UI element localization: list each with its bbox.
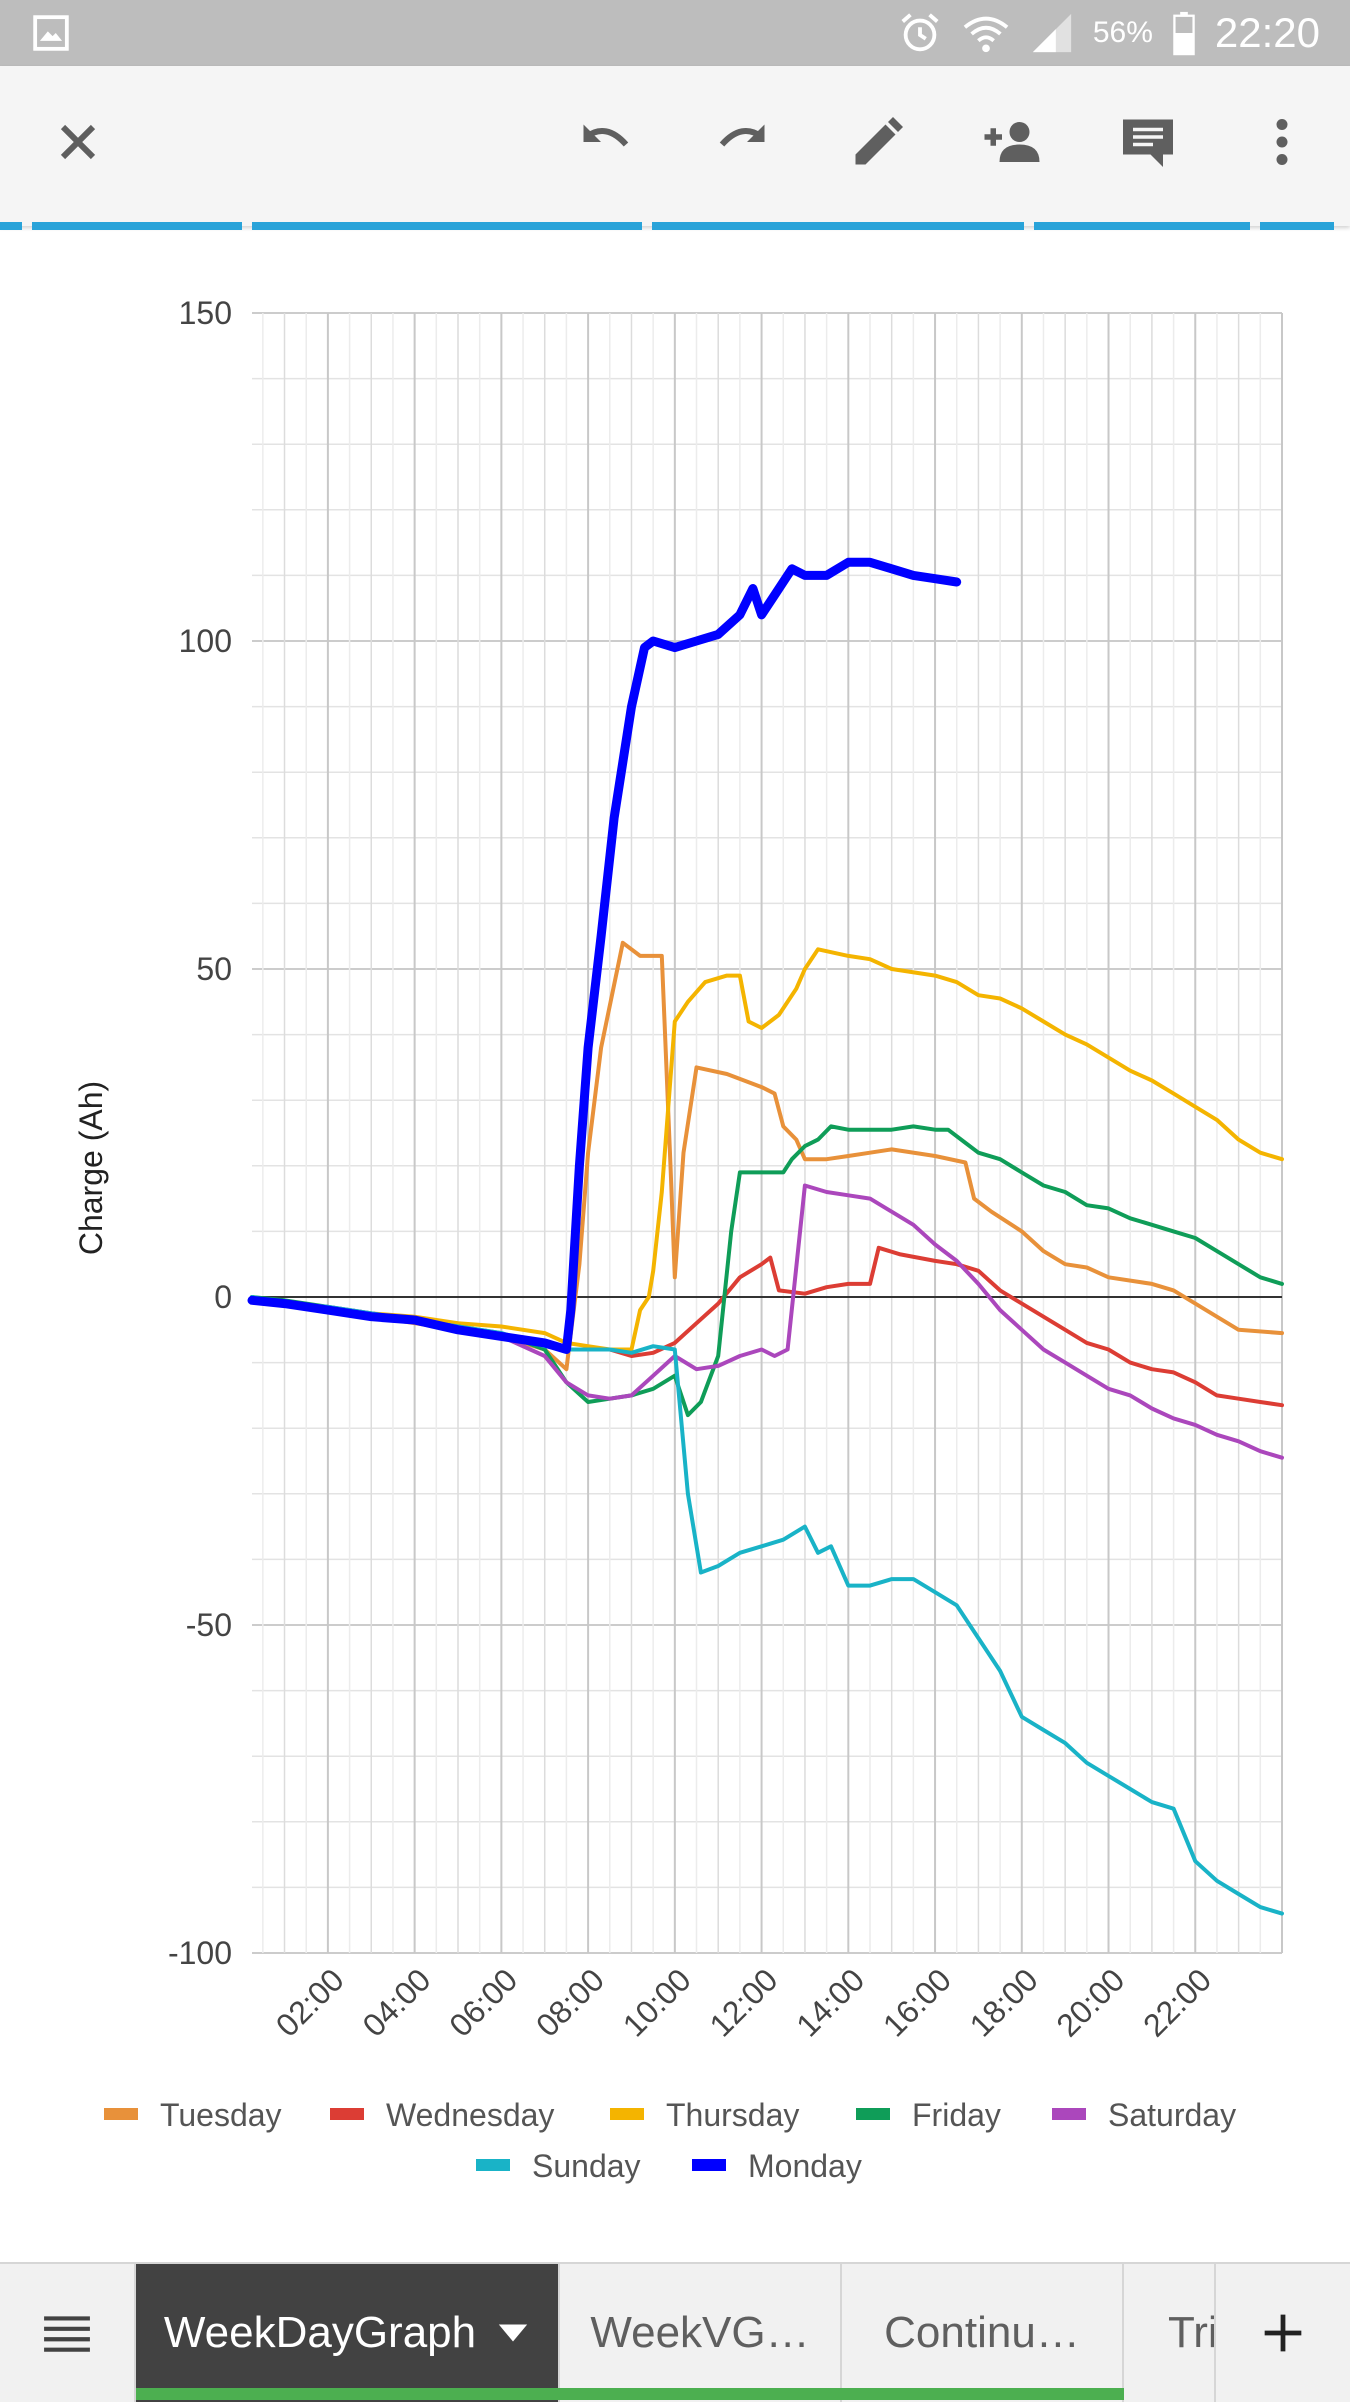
legend-label-tuesday: Tuesday bbox=[160, 2097, 282, 2133]
share-button[interactable] bbox=[972, 102, 1052, 182]
x-tick-label: 16:00 bbox=[876, 1961, 958, 2043]
y-tick-label: -100 bbox=[168, 1935, 232, 1971]
column-strip bbox=[0, 222, 22, 230]
signal-icon bbox=[1032, 13, 1072, 53]
legend-label-saturday: Saturday bbox=[1108, 2097, 1236, 2133]
edit-pencil-icon bbox=[855, 117, 903, 165]
menu-lines-icon bbox=[44, 2316, 90, 2352]
tab-label: WeekVG… bbox=[590, 2308, 810, 2357]
x-tick-label: 10:00 bbox=[616, 1961, 698, 2043]
wifi-icon bbox=[963, 16, 1009, 53]
tab-label: Tri bbox=[1168, 2308, 1216, 2357]
edit-button[interactable] bbox=[838, 102, 918, 182]
tab-weekdaygraph[interactable]: WeekDayGraph bbox=[136, 2264, 560, 2402]
editor-toolbar bbox=[0, 66, 1350, 226]
redo-button[interactable] bbox=[702, 102, 782, 182]
y-axis-label: Charge (Ah) bbox=[73, 1081, 109, 1255]
tab-continu[interactable]: Continu… bbox=[842, 2264, 1124, 2402]
tab-weekvg[interactable]: WeekVG… bbox=[560, 2264, 842, 2402]
chart-area: 150 100 50 0 -50 -100 02:00 04:00 06:00 08:00 10:0… bbox=[0, 232, 1350, 2262]
y-tick-label: 50 bbox=[196, 951, 232, 987]
legend-label-friday: Friday bbox=[912, 2097, 1001, 2133]
comment-button[interactable] bbox=[1108, 102, 1188, 182]
more-vert-icon bbox=[1276, 119, 1288, 165]
column-strip bbox=[1034, 222, 1250, 230]
series-line-wednesday bbox=[250, 1245, 1284, 1408]
legend-label-thursday: Thursday bbox=[666, 2097, 799, 2133]
close-button[interactable] bbox=[38, 102, 118, 182]
series-line-friday bbox=[250, 1124, 1284, 1418]
x-tick-label: 12:00 bbox=[702, 1961, 784, 2043]
battery-icon bbox=[1173, 11, 1195, 56]
redo-icon bbox=[719, 124, 765, 147]
undo-button[interactable] bbox=[566, 102, 646, 182]
x-tick-label: 02:00 bbox=[269, 1961, 351, 2043]
battery-percent: 56% bbox=[1092, 16, 1153, 49]
x-tick-label: 06:00 bbox=[442, 1961, 524, 2043]
tab-tri[interactable]: Tri bbox=[1124, 2264, 1216, 2402]
legend-swatch-tuesday bbox=[104, 2108, 138, 2120]
column-strip bbox=[652, 222, 1024, 230]
legend-swatch-thursday bbox=[610, 2108, 644, 2120]
y-tick-label: 100 bbox=[179, 623, 232, 659]
legend-label-monday: Monday bbox=[748, 2148, 862, 2184]
y-tick-label: 150 bbox=[179, 295, 232, 331]
y-tick-label: 0 bbox=[214, 1279, 232, 1315]
x-tick-label: 08:00 bbox=[529, 1961, 611, 2043]
series-line-tuesday bbox=[250, 940, 1284, 1372]
series-line-thursday bbox=[250, 947, 1284, 1352]
legend-swatch-friday bbox=[856, 2108, 890, 2120]
sheet-tabs-bar: WeekDayGraph WeekVG… Continu… Tri bbox=[0, 2262, 1350, 2402]
series-line-saturday bbox=[250, 1183, 1284, 1460]
add-person-icon bbox=[984, 122, 1040, 162]
more-options-button[interactable] bbox=[1242, 102, 1322, 182]
series-line-monday bbox=[247, 557, 962, 1354]
active-tab-indicator bbox=[136, 2388, 1124, 2400]
legend-swatch-sunday bbox=[476, 2159, 510, 2171]
legend-swatch-monday bbox=[692, 2159, 726, 2171]
week-day-chart: 150 100 50 0 -50 -100 02:00 04:00 06:00 08:00 10:0… bbox=[73, 295, 1284, 2184]
close-icon bbox=[60, 124, 96, 160]
x-tick-label: 22:00 bbox=[1136, 1961, 1218, 2043]
add-sheet-icon bbox=[1264, 2314, 1302, 2352]
column-strip bbox=[1260, 222, 1334, 230]
x-tick-label: 04:00 bbox=[356, 1961, 438, 2043]
x-tick-label: 20:00 bbox=[1049, 1961, 1131, 2043]
legend-label-sunday: Sunday bbox=[532, 2148, 641, 2184]
column-strip bbox=[252, 222, 642, 230]
sheet-menu-button[interactable] bbox=[0, 2264, 136, 2402]
status-bar: 56% 22:20 bbox=[0, 0, 1350, 66]
undo-icon bbox=[583, 124, 629, 147]
x-tick-label: 18:00 bbox=[963, 1961, 1045, 2043]
legend-label-wednesday: Wednesday bbox=[386, 2097, 554, 2133]
chevron-down-icon bbox=[498, 2324, 528, 2342]
clock: 22:20 bbox=[1214, 9, 1320, 56]
gallery-icon bbox=[33, 15, 69, 51]
column-strip bbox=[32, 222, 242, 230]
x-tick-label: 14:00 bbox=[789, 1961, 871, 2043]
legend-swatch-saturday bbox=[1052, 2108, 1086, 2120]
alarm-icon bbox=[901, 13, 939, 52]
y-tick-label: -50 bbox=[186, 1607, 232, 1643]
tab-label: WeekDayGraph bbox=[163, 2308, 477, 2357]
add-sheet-button[interactable] bbox=[1216, 2264, 1350, 2402]
comment-icon bbox=[1123, 119, 1173, 167]
tab-label: Continu… bbox=[884, 2308, 1080, 2357]
legend-swatch-wednesday bbox=[330, 2108, 364, 2120]
